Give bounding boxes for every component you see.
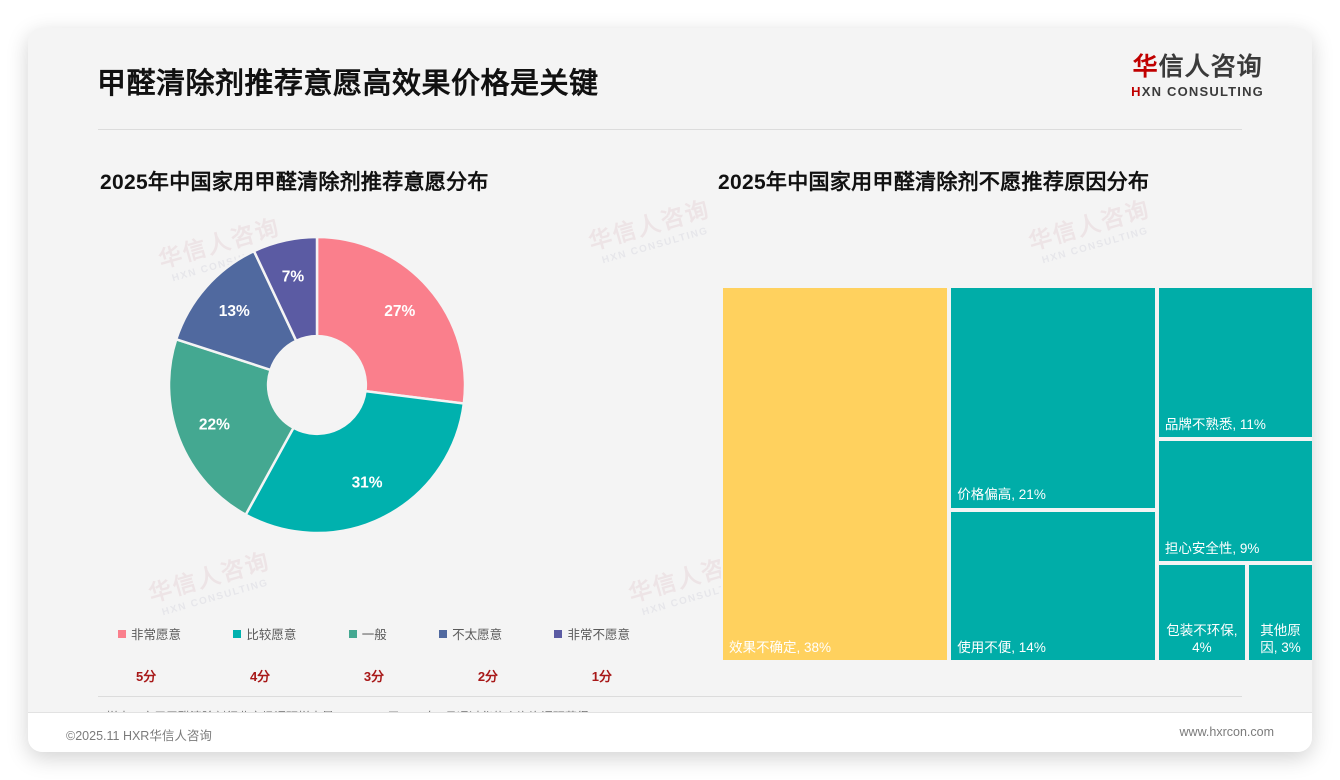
logo-english-rest: XN CONSULTING [1141, 83, 1264, 99]
donut-slice-label: 7% [282, 268, 305, 285]
donut-slice[interactable] [167, 337, 296, 517]
treemap-chart: 效果不确定, 38% 价格偏高, 21% 使用不便, 14% 品牌不熟悉, 11% 担心… [721, 286, 1312, 662]
slide-header: 甲醛清除剂推荐意愿高效果价格是关键 华信人咨询 HXN CONSULTING [28, 28, 1312, 130]
treemap-chart-title: 2025年中国家用甲醛清除剂不愿推荐原因分布 [718, 171, 1150, 194]
treemap-cell[interactable]: 其他原因, 3% [1246, 563, 1312, 662]
legend-swatch-icon [348, 629, 357, 638]
copyright-text: ©2025.11 HXR华信人咨询 [66, 729, 212, 743]
legend-item[interactable]: 非常不愿意 [554, 624, 630, 643]
bottom-bar: ©2025.11 HXR华信人咨询 www.hxrcon.com [28, 712, 1312, 752]
header-divider [98, 129, 1242, 130]
legend-item[interactable]: 比较愿意 [233, 624, 296, 643]
donut-svg: 27% 31% 22% 13% 7% [167, 235, 467, 535]
donut-slice[interactable] [315, 235, 467, 405]
score-label: 1分 [591, 669, 612, 684]
donut-slice[interactable] [174, 249, 298, 372]
treemap-cell-label: 价格偏高, 21% [957, 487, 1046, 503]
score-row: 5分 4分 3分 2分 1分 [104, 666, 644, 685]
donut-chart-panel: 2025年中国家用甲醛清除剂推荐意愿分布 27% 31% 22% 13% 7% 非常愿意… [100, 166, 660, 686]
donut-slice-label: 27% [384, 303, 415, 320]
donut-slice[interactable] [244, 389, 466, 535]
treemap-cell[interactable]: 包装不环保, 4% [1156, 563, 1247, 662]
legend-item-label: 非常愿意 [131, 628, 182, 642]
slide-canvas: 华信人咨询 HXN CONSULTING 华信人咨询 HXN CONSULTIN… [28, 28, 1312, 752]
legend-item-label: 不太愿意 [452, 628, 503, 642]
site-url[interactable]: www.hxrcon.com [1179, 725, 1274, 739]
legend-item[interactable]: 非常愿意 [118, 624, 181, 643]
brand-logo: 华信人咨询 HXN CONSULTING [1131, 53, 1264, 99]
donut-slice-label: 22% [199, 417, 230, 434]
score-label: 3分 [363, 669, 385, 684]
score-label: 4分 [249, 669, 271, 684]
treemap-cell[interactable]: 效果不确定, 38% [721, 286, 950, 662]
treemap-cell[interactable]: 使用不便, 14% [949, 509, 1157, 662]
donut-slice-label: 31% [352, 474, 383, 491]
treemap-cell-label: 使用不便, 14% [957, 639, 1046, 655]
legend-swatch-icon [554, 629, 563, 638]
treemap-panel: 2025年中国家用甲醛清除剂不愿推荐原因分布 效果不确定, 38% 价格偏高, 2… [718, 166, 1312, 686]
legend-item[interactable]: 一般 [348, 624, 387, 643]
legend-item[interactable]: 不太愿意 [439, 624, 502, 643]
legend-swatch-icon [118, 629, 126, 638]
sample-divider [98, 696, 1242, 697]
logo-english-accent: H [1131, 83, 1142, 99]
donut-chart-title: 2025年中国家用甲醛清除剂推荐意愿分布 [100, 171, 489, 194]
logo-chinese-rest: 信人咨询 [1158, 53, 1263, 81]
treemap-cell-label: 担心安全性, 9% [1164, 541, 1260, 557]
legend-item-label: 一般 [361, 628, 387, 642]
logo-chinese: 华信人咨询 [1131, 53, 1264, 82]
score-label: 2分 [477, 669, 499, 684]
treemap-cell-label: 品牌不熟悉, 11% [1164, 416, 1266, 432]
page-title: 甲醛清除剂推荐意愿高效果价格是关键 [97, 68, 599, 100]
treemap-cell-label: 其他原因, 3% [1260, 623, 1301, 655]
legend-item-label: 比较愿意 [246, 628, 297, 642]
legend-item-label: 非常不愿意 [567, 628, 630, 642]
donut-slice[interactable] [252, 235, 319, 343]
donut-slice-label: 13% [219, 303, 250, 320]
logo-english: HXN CONSULTING [1131, 84, 1264, 99]
treemap-cell[interactable]: 担心安全性, 9% [1156, 439, 1312, 564]
donut-legend: 非常愿意 比较愿意 一般 不太愿意 非常不愿意 [104, 624, 644, 643]
treemap-cell-label: 包装不环保, 4% [1166, 623, 1238, 655]
treemap-cell[interactable]: 价格偏高, 21% [949, 286, 1157, 510]
score-label: 5分 [136, 669, 157, 684]
donut-chart: 27% 31% 22% 13% 7% [142, 218, 502, 558]
legend-swatch-icon [439, 629, 448, 638]
legend-swatch-icon [233, 629, 242, 638]
treemap-cell[interactable]: 品牌不熟悉, 11% [1156, 286, 1312, 440]
treemap-cell-label: 效果不确定, 38% [729, 639, 832, 655]
logo-chinese-accent: 华 [1132, 53, 1159, 81]
